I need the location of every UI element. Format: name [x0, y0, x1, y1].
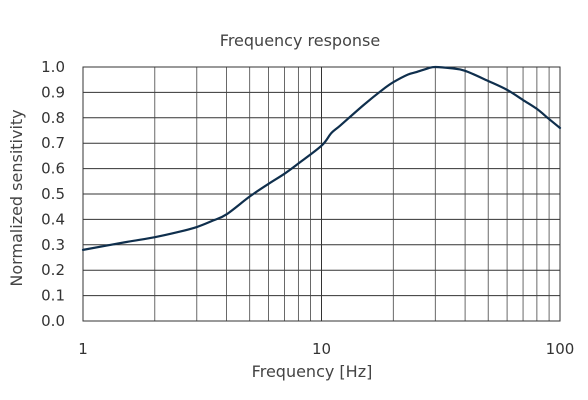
x-tick-label: 1 — [78, 340, 88, 358]
y-tick-label: 0.1 — [41, 287, 65, 305]
y-tick-label: 0.4 — [41, 210, 65, 228]
x-axis-label: Frequency [Hz] — [252, 362, 373, 381]
y-tick-label: 0.8 — [41, 109, 65, 127]
y-tick-label: 0.7 — [41, 134, 65, 152]
y-tick-label: 1.0 — [41, 58, 65, 76]
y-axis-ticks: 0.0 0.1 0.2 0.3 0.4 0.5 0.6 0.7 0.8 0.9 1.0 — [41, 58, 65, 330]
grid — [82, 66, 560, 322]
y-tick-label: 0.0 — [41, 312, 65, 330]
y-tick-label: 0.9 — [41, 83, 65, 101]
x-axis-ticks: 1 10 100 — [78, 340, 574, 358]
y-axis-label: Normalized sensitivity — [7, 109, 26, 286]
y-tick-label: 0.3 — [41, 236, 65, 254]
plot-frame — [82, 66, 561, 322]
y-tick-label: 0.2 — [41, 261, 65, 279]
x-tick-label: 100 — [546, 340, 575, 358]
y-tick-label: 0.6 — [41, 160, 65, 178]
chart-title: Frequency response — [220, 31, 380, 50]
series-line — [81, 65, 562, 251]
x-tick-label: 10 — [312, 340, 331, 358]
y-tick-label: 0.5 — [41, 185, 65, 203]
